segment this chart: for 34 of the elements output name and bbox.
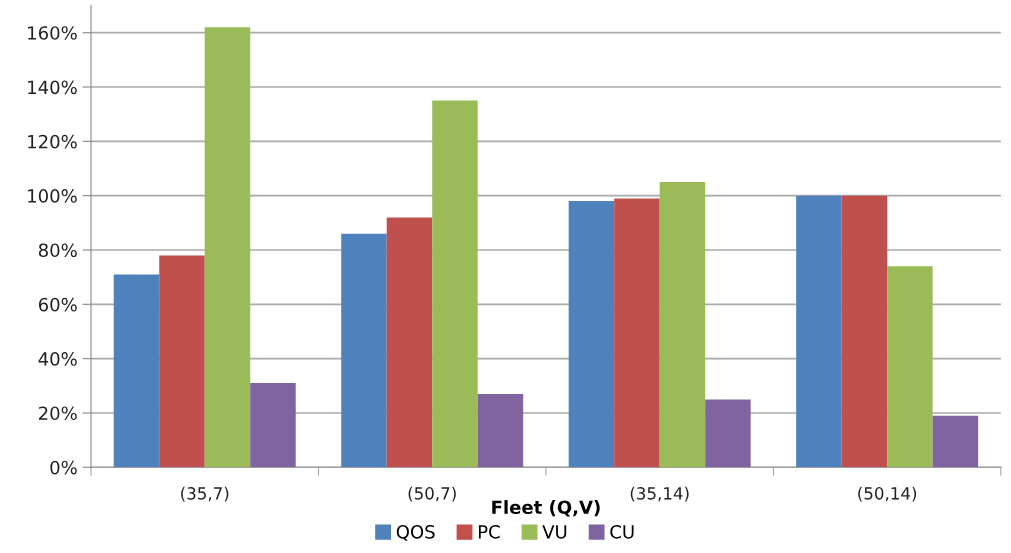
bar [477, 393, 524, 468]
y-tick-label: 0% [50, 460, 77, 475]
bar [705, 399, 751, 468]
y-tick-label: 160% [28, 26, 77, 40]
bar [159, 255, 205, 468]
legend-label: VU [542, 525, 567, 539]
legend-label: PC [478, 525, 500, 539]
bar [932, 415, 979, 468]
bar [432, 100, 478, 468]
bar [113, 274, 160, 468]
x-tick-label: (35,14) [630, 486, 689, 502]
x-tick-label: (50,7) [408, 486, 456, 502]
y-tick-label: 120% [28, 134, 77, 149]
x-axis-title: Fleet (Q,V) [492, 500, 600, 517]
bar [887, 266, 933, 468]
x-tick-label: (50,14) [858, 486, 917, 502]
bar [796, 195, 842, 468]
y-tick-label: 80% [38, 243, 77, 258]
y-tick-label: 100% [28, 189, 77, 203]
bar [568, 201, 615, 468]
bar [250, 383, 296, 468]
bar [659, 182, 706, 468]
bar [841, 195, 888, 468]
bar [386, 217, 433, 468]
legend-label: CU [610, 525, 634, 539]
y-tick-label: 40% [38, 352, 77, 366]
bar [341, 233, 387, 468]
legend-label: QOS [396, 525, 435, 541]
y-tick-label: 20% [38, 406, 77, 421]
bar [204, 27, 251, 468]
y-tick-label: 140% [28, 80, 77, 95]
y-tick-label: 60% [38, 297, 77, 312]
bar [614, 198, 660, 468]
x-tick-label: (35,7) [181, 486, 229, 502]
